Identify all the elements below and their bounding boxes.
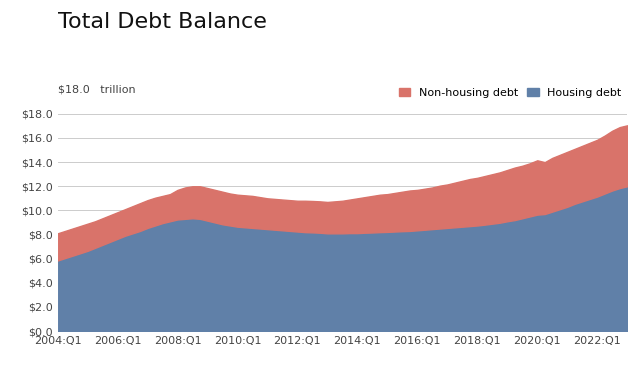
Text: $18.0   trillion: $18.0 trillion — [58, 84, 135, 94]
Legend: Non-housing debt, Housing debt: Non-housing debt, Housing debt — [399, 88, 621, 98]
Text: Total Debt Balance: Total Debt Balance — [58, 12, 266, 32]
